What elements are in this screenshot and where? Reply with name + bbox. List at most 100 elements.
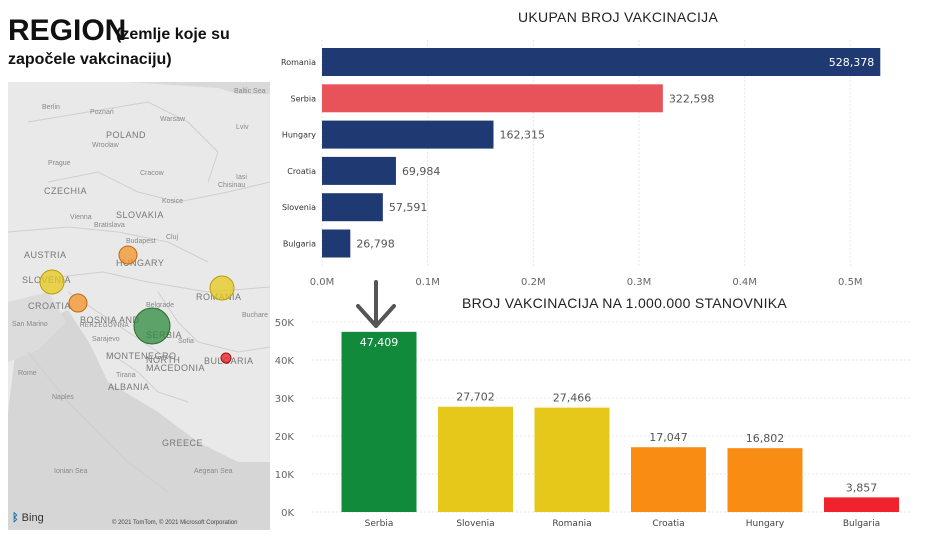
bing-label: Bing	[21, 512, 44, 524]
y-tick-label: 0K	[281, 508, 294, 519]
vertical-bar-chart: 0K 10K 20K 30K 40K 50K 47,409 Serbia 27,702 Slove…	[275, 318, 912, 529]
adriatic-area	[8, 292, 66, 362]
map-label: Sofia	[178, 338, 194, 345]
map-label: SLOVAKIA	[116, 210, 164, 220]
category-label: Slovenia	[456, 519, 494, 529]
page-subtitle: (zemlje koje su	[116, 26, 230, 43]
x-tick-label: 0.2M	[521, 277, 546, 288]
bing-icon: ᛒ	[12, 512, 19, 524]
bar-slovenia	[438, 406, 513, 512]
bing-logo: ᛒ Bing	[12, 512, 44, 524]
map-label: Lviv	[236, 124, 249, 131]
baltic-sea-area	[8, 82, 270, 94]
value-label: 16,802	[746, 432, 785, 445]
map-label: Cracow	[140, 170, 164, 177]
y-tick-label: 50K	[275, 318, 295, 329]
map-label: Tirana	[116, 372, 136, 379]
bubble-croatia	[68, 293, 88, 313]
value-label: 27,702	[456, 391, 495, 404]
value-label: 528,378	[829, 56, 875, 69]
value-label: 162,315	[500, 129, 546, 142]
sea-area	[8, 310, 270, 530]
region-map[interactable]: Baltic Sea Berlin Poznań POLAND Warsaw Wrocła…	[8, 82, 270, 530]
value-label: 27,466	[553, 392, 592, 405]
map-label: Iasi	[236, 174, 247, 181]
bar-hungary	[322, 120, 494, 149]
category-label: Romania	[552, 519, 591, 529]
page-subtitle-2: započele vakcinaciju)	[8, 51, 172, 68]
y-tick-label: 40K	[275, 356, 295, 367]
bubble-slovenia	[39, 269, 65, 295]
map-label: Vienna	[70, 214, 92, 221]
y-tick-label: 30K	[275, 394, 295, 405]
chart1-title: UKUPAN BROJ VAKCINACIJA	[518, 9, 719, 25]
bar-slovenia	[322, 193, 383, 222]
map-attribution: © 2021 TomTom, © 2021 Microsoft Corporat…	[112, 520, 238, 526]
category-label: Croatia	[652, 519, 684, 529]
map-label: Warsaw	[160, 116, 186, 123]
map-label: Aegean Sea	[194, 468, 233, 475]
bar-bulgaria	[824, 497, 899, 512]
x-tick-label: 0.4M	[732, 277, 757, 288]
map-label: CZECHIA	[44, 186, 88, 196]
map-label: Kosice	[162, 198, 184, 205]
chart2-title: BROJ VAKCINACIJA NA 1.000.000 STANOVNIKA	[462, 295, 788, 311]
map-label: Budapest	[126, 238, 156, 245]
category-label: Bulgaria	[283, 240, 316, 249]
bar-romania	[534, 407, 610, 512]
map-label: HUNGARY	[116, 258, 165, 268]
category-label: Croatia	[287, 167, 316, 176]
value-label: 57,591	[389, 201, 428, 214]
value-label: 322,598	[669, 92, 715, 105]
map-label: Berlin	[42, 104, 60, 111]
map-label: CROATIA	[28, 301, 71, 311]
map-label: Rome	[18, 370, 37, 377]
map-label: NORTH	[146, 355, 181, 365]
category-label: Slovenia	[282, 203, 316, 212]
page-title: REGION	[8, 14, 127, 47]
map-label: Chisinau	[218, 182, 246, 189]
x-tick-label: 0.3M	[627, 277, 652, 288]
map-label: BOSNIA AND	[80, 315, 140, 325]
x-tick-label: 0.1M	[415, 277, 440, 288]
x-tick-label: 0.5M	[838, 277, 863, 288]
map-label: Naples	[52, 394, 74, 401]
x-tick-label: 0.0M	[310, 277, 335, 288]
arrow-down-icon	[356, 280, 396, 328]
category-label: Bulgaria	[843, 519, 880, 529]
horizontal-bar-chart: 0.0M 0.1M 0.2M 0.3M 0.4M 0.5M Romania 528,378 Se…	[281, 40, 881, 288]
map-label: Poznań	[90, 109, 114, 116]
bar-hungary	[727, 448, 803, 512]
category-label: Romania	[281, 58, 316, 67]
map-label: San Marino	[12, 321, 48, 328]
value-label: 17,047	[649, 431, 688, 444]
y-tick-label: 10K	[275, 470, 295, 481]
category-label: Hungary	[282, 131, 316, 140]
bar-serbia	[341, 331, 417, 512]
value-label: 47,409	[360, 336, 399, 349]
bar-croatia	[322, 156, 396, 185]
bubble-bulgaria	[220, 352, 232, 364]
bubble-romania	[209, 275, 235, 301]
map-label: HERZEGOVINA	[80, 323, 130, 329]
map-label: AUSTRIA	[24, 250, 67, 260]
bar-serbia	[322, 84, 663, 113]
map-label: Ionian Sea	[54, 468, 88, 475]
map-label: Sarajevo	[92, 336, 120, 343]
bubble-hungary	[118, 245, 138, 265]
category-label: Serbia	[291, 94, 317, 103]
category-label: Hungary	[746, 519, 785, 529]
bar-bulgaria	[322, 229, 351, 258]
value-label: 26,798	[356, 238, 395, 251]
map-label: MONTENEGRO	[106, 351, 177, 361]
map-canvas	[8, 82, 270, 530]
bar-croatia	[631, 447, 706, 512]
value-label: 3,857	[846, 481, 878, 494]
map-label: Bratislava	[94, 222, 125, 229]
value-label: 69,984	[402, 165, 441, 178]
y-tick-label: 20K	[275, 432, 295, 443]
map-label: Wrocław	[92, 142, 119, 149]
map-label: GREECE	[162, 438, 204, 448]
map-label: Cluj	[166, 234, 179, 241]
map-bubbles	[39, 245, 235, 364]
